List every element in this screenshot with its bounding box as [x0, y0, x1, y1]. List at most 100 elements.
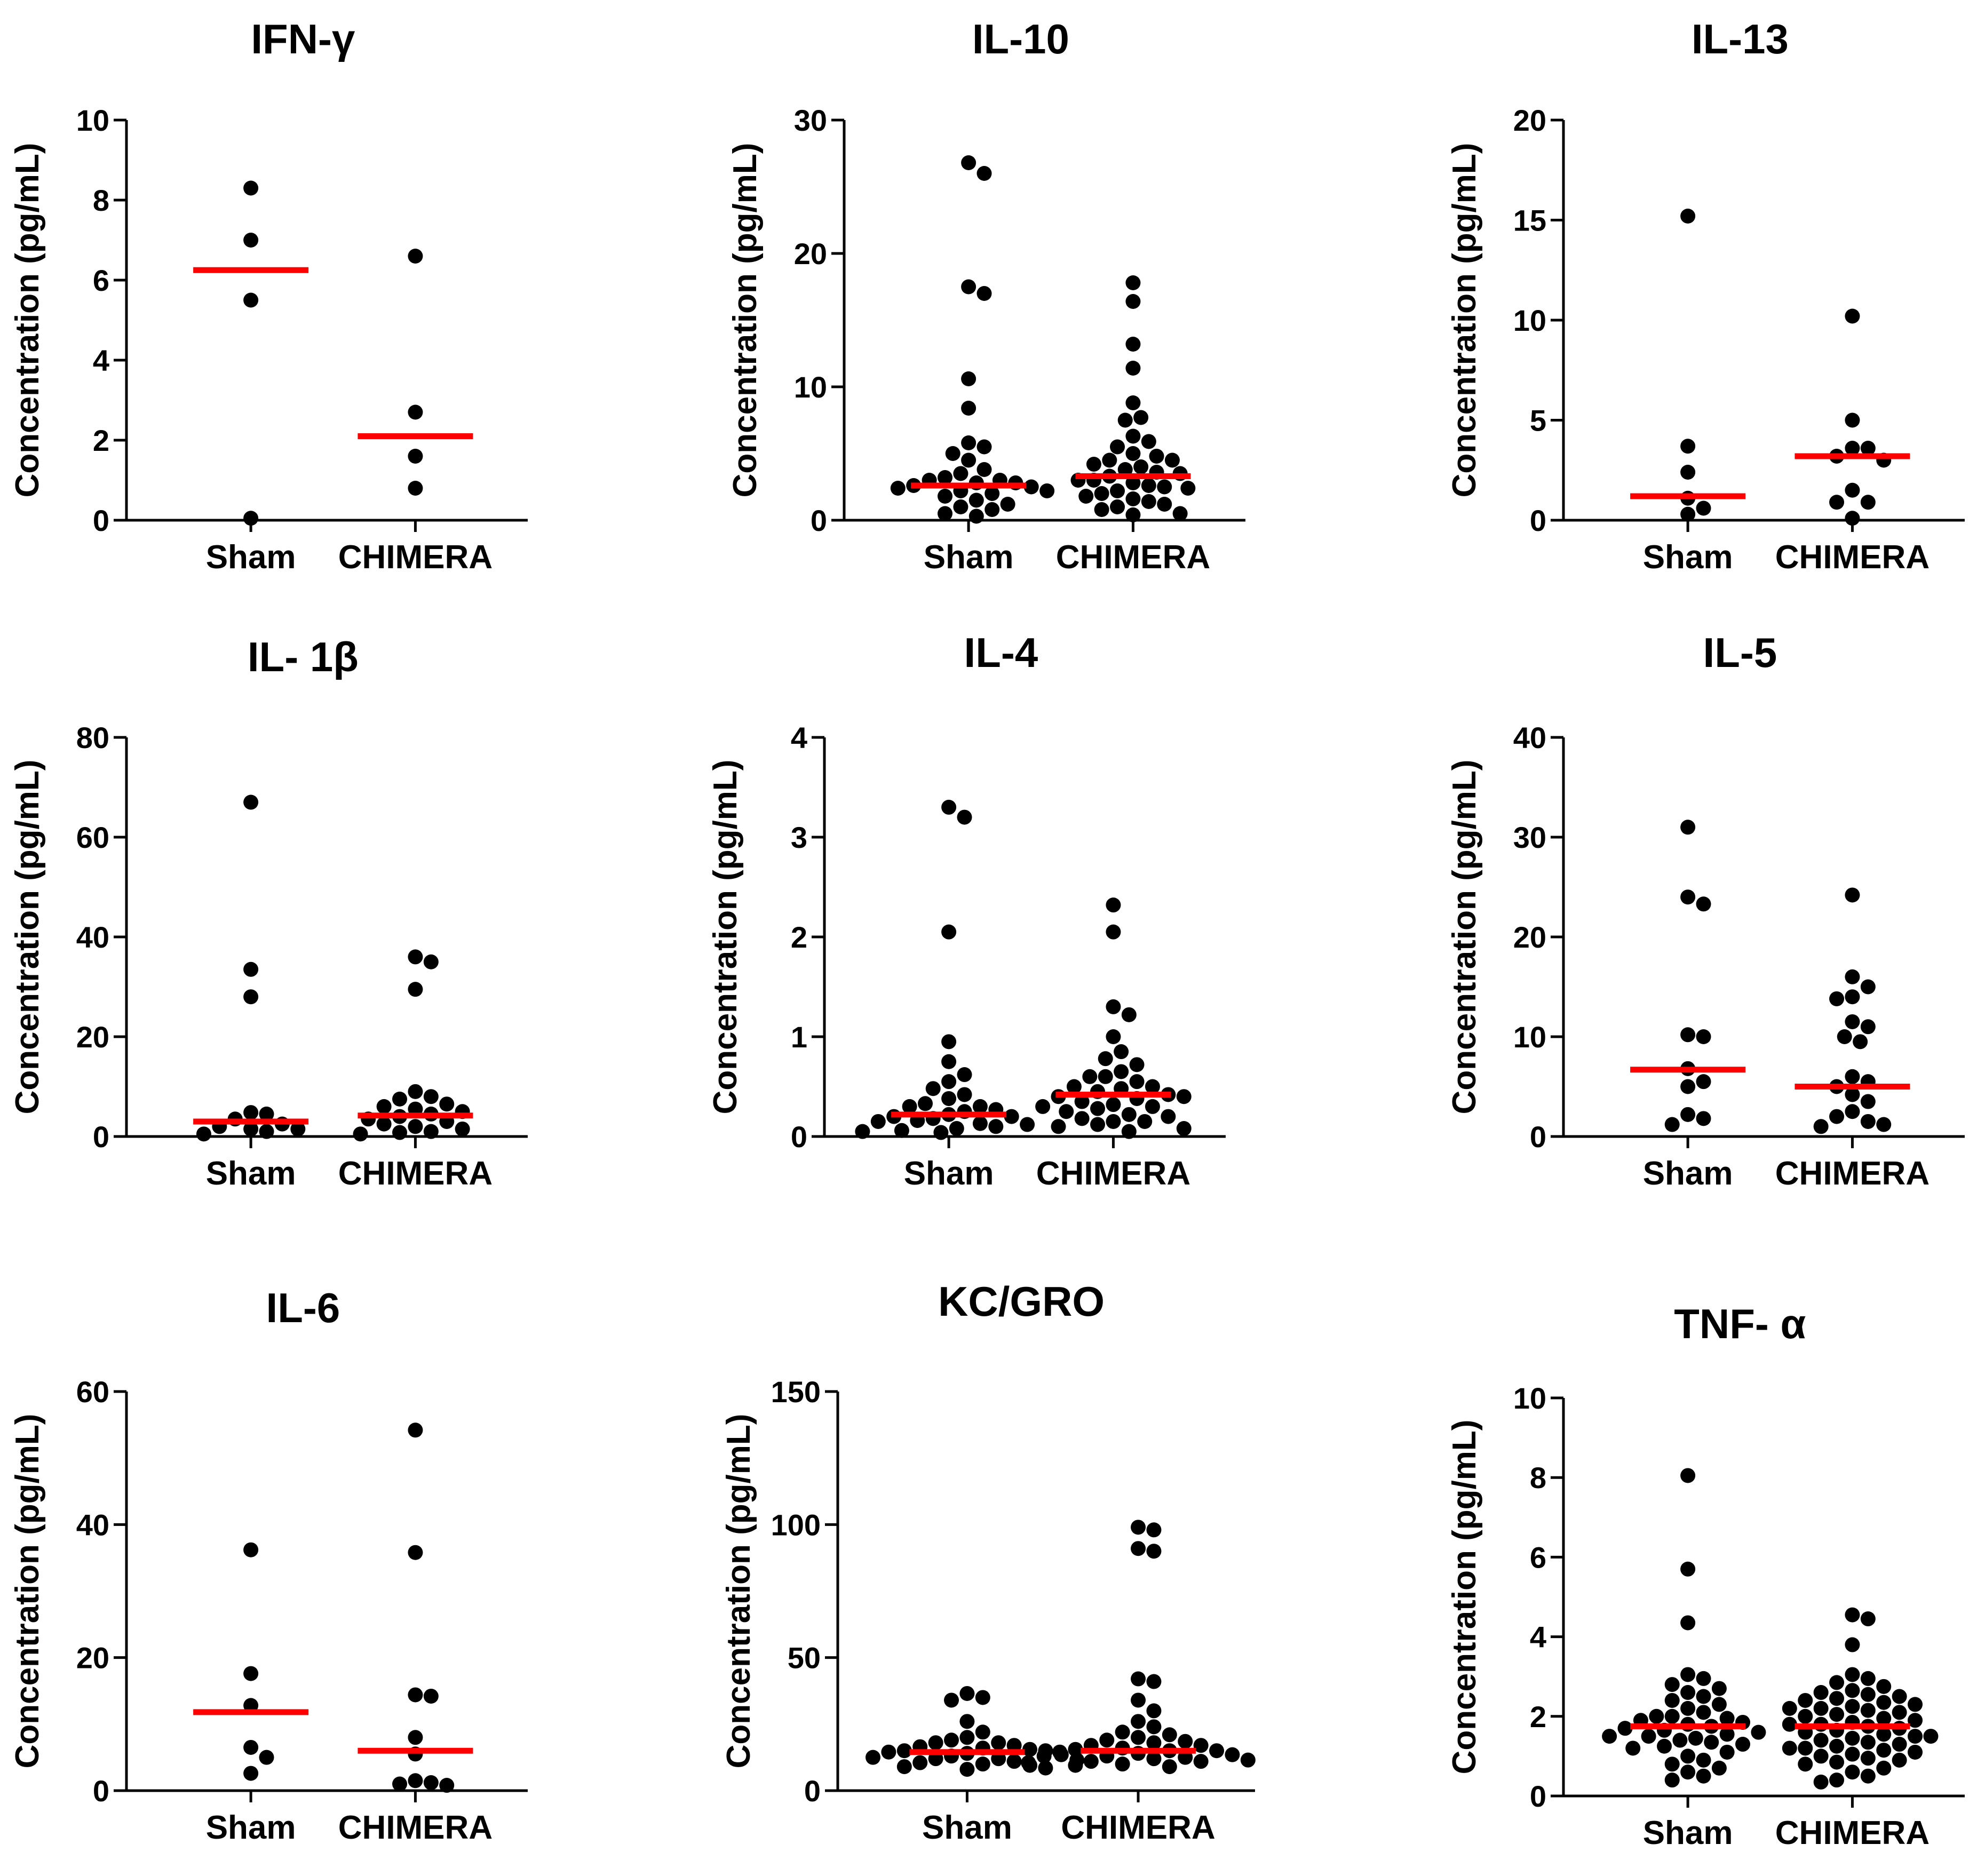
data-point	[1074, 1094, 1090, 1109]
y-tick-label: 40	[76, 1508, 109, 1541]
data-point	[1133, 459, 1149, 474]
data-point	[941, 1074, 957, 1090]
data-point	[1711, 1760, 1727, 1776]
data-point	[1845, 1699, 1860, 1714]
data-point	[1162, 1759, 1177, 1775]
data-point	[1146, 1719, 1162, 1735]
data-point	[938, 470, 953, 485]
data-point	[1664, 1772, 1680, 1788]
data-point	[259, 1106, 274, 1122]
data-point	[1125, 507, 1141, 522]
data-point	[968, 508, 984, 524]
data-point	[1860, 1114, 1876, 1129]
data-point	[1178, 1734, 1193, 1749]
data-point	[1892, 1689, 1907, 1704]
data-point	[972, 1099, 988, 1114]
data-point	[1860, 979, 1876, 995]
data-point	[976, 462, 992, 477]
data-point	[1131, 1714, 1146, 1729]
data-point	[243, 180, 259, 196]
chart-panel: IL-13 Concentration (pg/mL) 0 5 10 15 20 Sham CH…	[1446, 15, 1965, 576]
data-point	[243, 989, 259, 1005]
data-point	[1892, 1737, 1907, 1752]
data-point	[1860, 495, 1876, 510]
data-point	[976, 166, 992, 181]
chart-panel: IFN-γ Concentration (pg/mL) 0 2 4 6 8 10 Sham CHI…	[9, 15, 528, 576]
data-point	[408, 1730, 423, 1745]
y-tick-label: 10	[1513, 1020, 1546, 1054]
chart-title: IL-13	[1692, 15, 1789, 62]
data-point	[1146, 1674, 1162, 1689]
data-point	[1696, 1689, 1711, 1704]
data-point	[408, 449, 423, 464]
data-point	[1751, 1724, 1766, 1740]
data-point	[1782, 1740, 1797, 1756]
data-point	[1125, 491, 1141, 506]
data-point	[1923, 1729, 1939, 1744]
y-tick-label: 60	[76, 1375, 109, 1409]
data-point	[423, 1089, 439, 1104]
data-point	[1657, 1738, 1672, 1754]
data-point	[1164, 452, 1180, 468]
data-point	[392, 1776, 408, 1792]
data-point	[1649, 1708, 1664, 1724]
data-point	[1020, 1117, 1035, 1132]
data-point	[1131, 1692, 1146, 1708]
data-point	[1876, 1117, 1892, 1132]
data-point	[1829, 495, 1845, 510]
data-point	[1696, 1768, 1711, 1784]
data-point	[1121, 1107, 1137, 1122]
data-point	[1086, 457, 1101, 472]
x-tick-label: CHIMERA	[1036, 1155, 1190, 1192]
data-point	[1035, 1099, 1051, 1114]
chart-title: IFN-γ	[251, 15, 355, 62]
data-point	[408, 1773, 423, 1788]
data-point	[1664, 1677, 1680, 1692]
data-point	[439, 1096, 455, 1112]
data-point	[870, 1114, 886, 1129]
data-point	[1131, 1541, 1146, 1556]
data-point	[1021, 1755, 1036, 1770]
data-point	[896, 1743, 912, 1759]
data-point	[1719, 1727, 1735, 1742]
data-point	[959, 1730, 975, 1745]
data-point	[1908, 1744, 1923, 1760]
data-point	[423, 954, 439, 969]
data-point	[243, 1666, 259, 1681]
y-tick-label: 0	[811, 504, 827, 537]
data-point	[1680, 1561, 1696, 1577]
data-point	[243, 1105, 259, 1120]
y-tick-label: 30	[794, 104, 827, 137]
data-point	[1876, 1743, 1892, 1758]
data-point	[1845, 1087, 1860, 1102]
data-point	[1798, 1708, 1813, 1724]
data-point	[1125, 275, 1141, 290]
y-tick-label: 0	[1530, 1779, 1546, 1813]
data-point	[1141, 494, 1156, 509]
data-point	[1711, 1697, 1727, 1712]
data-point	[1125, 395, 1141, 410]
y-tick-label: 6	[1530, 1540, 1546, 1574]
data-point	[1845, 511, 1860, 526]
y-tick-label: 60	[76, 821, 109, 854]
data-point	[1000, 497, 1015, 512]
data-point	[1696, 500, 1711, 516]
data-point	[1125, 337, 1141, 352]
data-point	[1176, 1089, 1192, 1104]
data-point	[944, 1732, 959, 1748]
y-axis-label: Concentration (pg/mL)	[1446, 1420, 1483, 1775]
data-point	[408, 1084, 423, 1099]
data-point	[1860, 1703, 1876, 1718]
data-point	[1121, 1007, 1137, 1022]
data-point	[1829, 1738, 1845, 1754]
data-point	[1782, 1700, 1797, 1716]
y-tick-label: 0	[93, 1120, 109, 1154]
data-point	[933, 1125, 949, 1140]
data-point	[1039, 483, 1055, 498]
data-point	[1798, 1692, 1813, 1708]
data-point	[1082, 1069, 1098, 1084]
data-point	[408, 949, 423, 965]
data-point	[376, 1116, 392, 1132]
data-point	[1022, 1742, 1038, 1757]
